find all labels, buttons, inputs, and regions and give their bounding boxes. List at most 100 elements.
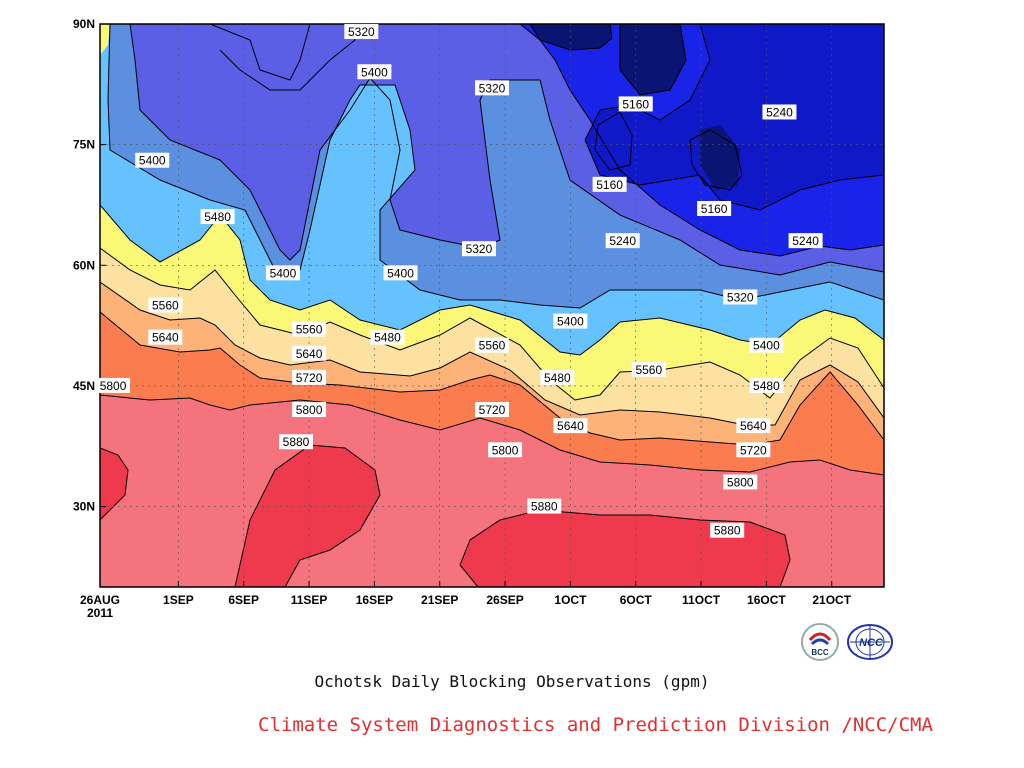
y-tick-label: 30N xyxy=(73,500,95,514)
contour-label-bg xyxy=(292,345,327,361)
contour-label-bg xyxy=(553,313,588,329)
contour-label-bg xyxy=(488,442,523,458)
contour-label-bg xyxy=(749,337,784,353)
x-tick-label: 1SEP xyxy=(163,593,194,607)
contour-label-bg xyxy=(749,377,784,393)
contour-label: 5640 xyxy=(296,347,323,361)
contour-label-bg xyxy=(475,337,509,353)
contour-label-bg xyxy=(357,64,392,80)
contour-label: 5240 xyxy=(609,234,636,248)
contour-label: 5640 xyxy=(740,419,767,433)
x-axis: 26AUG 2011 1SEP 6SEP 11SEP 16SEP 21SEP 26SEP 1OC… xyxy=(80,581,852,620)
x-tick-label: 11SEP xyxy=(291,593,328,607)
y-tick-label: 45N xyxy=(73,379,95,393)
contour-label: 5480 xyxy=(753,379,780,393)
contour-label-bg xyxy=(592,176,627,192)
contour-label-bg xyxy=(200,209,235,225)
contour-label-bg xyxy=(475,402,509,418)
contour-label: 5560 xyxy=(635,363,662,377)
contour-label: 5880 xyxy=(283,435,310,449)
contour-label: 5800 xyxy=(727,475,754,489)
band-lt5160-east xyxy=(700,125,740,190)
contour-label: 5160 xyxy=(701,202,728,216)
contour-label: 5400 xyxy=(139,154,166,168)
contour-label-bg xyxy=(344,24,379,40)
contour-label-bg xyxy=(540,369,575,385)
band-5160-blob xyxy=(580,24,884,210)
contour-label: 5240 xyxy=(792,234,819,248)
contour-label: 5720 xyxy=(740,443,767,457)
contour-label: 5240 xyxy=(766,105,793,119)
contour-label: 5560 xyxy=(479,339,506,353)
contour-label: 5160 xyxy=(596,178,623,192)
contour-label-bg xyxy=(736,442,771,458)
contour-label-bg xyxy=(710,522,745,538)
contour-label: 5880 xyxy=(714,524,741,538)
contour-label: 5400 xyxy=(557,315,584,329)
contour-label: 5400 xyxy=(753,339,780,353)
contour-label: 5560 xyxy=(152,299,179,313)
contour-label-bg xyxy=(96,377,131,393)
contour-label-bg xyxy=(697,200,732,216)
band-north-light xyxy=(190,24,355,90)
contour-label-bg xyxy=(723,474,758,490)
bcc-logo: BCC xyxy=(800,622,840,662)
contour-label-bg xyxy=(292,321,327,337)
contour-label: 5480 xyxy=(374,331,401,345)
band-5160-ne xyxy=(820,24,884,140)
contour-label-bg xyxy=(553,418,588,434)
contour-label: 5320 xyxy=(466,242,493,256)
bcc-logo-text: BCC xyxy=(811,648,829,657)
contour-label: 5480 xyxy=(204,210,231,224)
contour-label: 5640 xyxy=(557,419,584,433)
ncc-logo-text: NCC xyxy=(859,637,884,649)
contour-label: 5560 xyxy=(296,323,323,337)
contour-label-bg xyxy=(762,104,797,120)
organization-caption: Climate System Diagnostics and Predictio… xyxy=(258,714,933,736)
contour-label-bg xyxy=(605,233,640,249)
contour-label-bg xyxy=(148,297,183,313)
contour-label-bg xyxy=(370,329,405,345)
contour-label-bg xyxy=(383,265,418,281)
contour-label: 5720 xyxy=(296,371,323,385)
band-north-yellow xyxy=(100,24,110,55)
contour-labels: 5320 5400 5320 5160 5240 5400 5160 5160 5480 5240… xyxy=(96,24,823,538)
contour-label-bg xyxy=(788,233,823,249)
contour-label: 5320 xyxy=(348,25,375,39)
x-tick-label: 21SEP xyxy=(421,593,458,607)
chart-caption: Ochotsk Daily Blocking Observations (gpm… xyxy=(314,672,710,691)
ncc-logo: NCC xyxy=(845,622,895,662)
contour-label: 5800 xyxy=(100,379,127,393)
contour-label: 5400 xyxy=(387,266,414,280)
contour-label-bg xyxy=(631,361,666,377)
contour-label: 5480 xyxy=(544,371,571,385)
contour-label-bg xyxy=(279,434,313,450)
band-5880-west-edge xyxy=(100,448,128,520)
contour-label-bg xyxy=(265,265,300,281)
band-5880-center xyxy=(235,445,380,587)
contour-label-bg xyxy=(723,289,758,305)
contour-label: 5320 xyxy=(479,81,506,95)
x-tick-label: 16SEP xyxy=(356,593,393,607)
contour-label: 5400 xyxy=(270,266,297,280)
y-tick-label: 60N xyxy=(73,258,95,272)
contour-label: 5800 xyxy=(492,443,519,457)
contour-label-bg xyxy=(292,402,327,418)
x-tick-label: 6OCT xyxy=(620,593,653,607)
band-lt5160-a xyxy=(620,24,686,95)
x-tick-label: 16OCT xyxy=(747,593,786,607)
contour-label-bg xyxy=(736,418,771,434)
plot-area xyxy=(100,24,884,587)
contour-label: 5640 xyxy=(152,331,179,345)
x-tick-label: 11OCT xyxy=(682,593,721,607)
y-tick-label: 90N xyxy=(73,17,95,31)
x-tick-label: 26SEP xyxy=(486,593,523,607)
contour-label-bg xyxy=(475,80,509,96)
y-axis: 90N 75N 60N 45N 30N xyxy=(73,17,106,514)
contour-label-bg xyxy=(461,241,496,257)
x-tick-label: 1OCT xyxy=(554,593,587,607)
contour-label-bg xyxy=(527,498,562,514)
y-tick-label: 75N xyxy=(73,138,95,152)
x-tick-label: 26AUG 2011 xyxy=(80,593,120,620)
contour-label: 5880 xyxy=(531,500,558,514)
